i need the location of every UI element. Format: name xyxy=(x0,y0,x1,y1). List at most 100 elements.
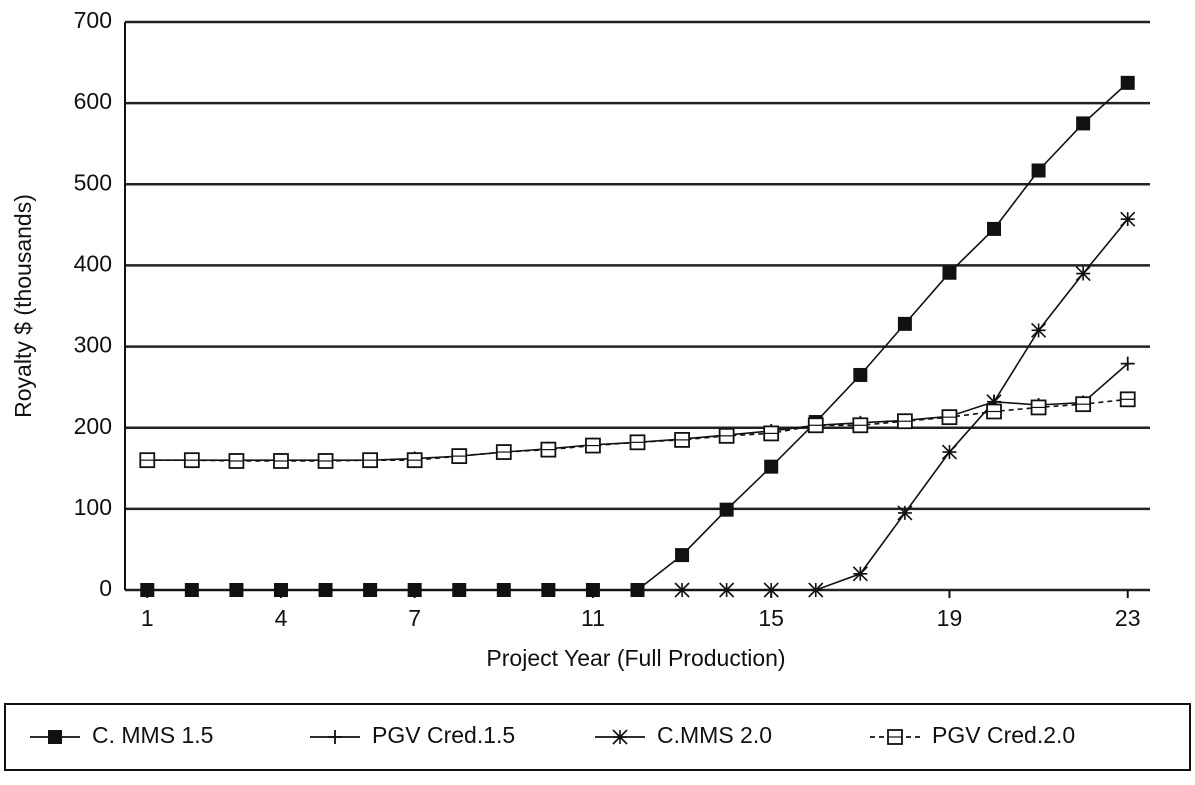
legend-box xyxy=(4,703,1191,771)
marker xyxy=(540,441,557,458)
y-tick-label: 400 xyxy=(74,251,112,277)
marker xyxy=(763,425,780,442)
marker xyxy=(612,729,628,745)
x-tick-label: 19 xyxy=(937,605,963,631)
marker xyxy=(887,729,903,745)
x-tick-label: 15 xyxy=(758,605,784,631)
marker-shape xyxy=(1120,211,1136,227)
marker-shape xyxy=(853,367,868,382)
marker xyxy=(719,502,734,517)
marker xyxy=(941,409,958,426)
series-line xyxy=(147,398,1128,462)
x-tick-label: 1 xyxy=(141,605,154,631)
marker xyxy=(674,431,690,448)
marker xyxy=(764,459,779,474)
y-axis-label: Royalty $ (thousands) xyxy=(10,194,36,418)
marker xyxy=(941,444,958,460)
marker xyxy=(674,582,690,598)
marker-shape xyxy=(986,394,1002,410)
marker xyxy=(139,452,156,469)
marker-shape xyxy=(719,582,735,598)
marker xyxy=(897,316,912,331)
marker-shape xyxy=(1031,163,1046,178)
marker xyxy=(452,583,467,597)
marker xyxy=(362,452,379,469)
marker xyxy=(718,427,735,444)
marker xyxy=(228,453,245,469)
marker-shape xyxy=(719,502,734,517)
marker-shape xyxy=(140,583,155,597)
marker-shape xyxy=(987,221,1002,236)
marker xyxy=(1120,356,1135,371)
marker xyxy=(986,394,1002,410)
marker xyxy=(1031,322,1047,338)
marker xyxy=(807,417,824,434)
marker-shape xyxy=(897,505,913,521)
marker xyxy=(1075,265,1091,282)
legend-label: C.MMS 2.0 xyxy=(657,722,772,748)
marker-shape xyxy=(941,444,958,460)
marker xyxy=(1075,396,1092,413)
y-tick-label: 600 xyxy=(74,88,112,114)
marker xyxy=(808,582,824,598)
y-tick-label: 200 xyxy=(74,413,112,439)
y-tick-label: 0 xyxy=(99,575,112,601)
marker xyxy=(1076,116,1091,131)
marker xyxy=(853,367,868,382)
marker xyxy=(407,583,422,597)
marker-shape xyxy=(328,730,342,744)
marker xyxy=(629,434,646,451)
y-tick-label: 500 xyxy=(74,169,112,195)
marker-shape xyxy=(273,583,288,597)
marker-shape xyxy=(942,265,957,280)
marker xyxy=(1120,211,1136,227)
marker xyxy=(719,582,735,598)
marker-shape xyxy=(1120,356,1135,371)
x-tick-label: 4 xyxy=(275,605,288,631)
marker-shape xyxy=(363,583,378,597)
legend-label: PGV Cred.1.5 xyxy=(372,722,515,748)
x-tick-label: 7 xyxy=(408,605,421,631)
marker xyxy=(1120,75,1135,90)
legend-label: PGV Cred.2.0 xyxy=(932,722,1075,748)
marker xyxy=(585,437,601,454)
marker xyxy=(273,453,289,469)
marker xyxy=(1119,391,1136,408)
marker xyxy=(897,505,913,521)
marker xyxy=(140,583,155,597)
marker xyxy=(986,403,1002,420)
marker-shape xyxy=(630,583,645,597)
x-axis-label: Project Year (Full Production) xyxy=(486,645,785,671)
marker xyxy=(630,583,645,597)
marker xyxy=(318,583,333,597)
marker-shape xyxy=(612,729,628,745)
marker xyxy=(1031,163,1046,178)
marker-shape xyxy=(496,583,511,597)
marker xyxy=(585,583,600,597)
marker xyxy=(48,730,62,744)
marker xyxy=(229,583,244,597)
marker-shape xyxy=(585,583,600,597)
marker xyxy=(763,582,779,598)
series-line xyxy=(147,82,1129,591)
marker xyxy=(942,265,957,280)
marker xyxy=(1030,399,1047,416)
marker-shape xyxy=(184,583,199,597)
marker-shape xyxy=(852,566,868,582)
marker-shape xyxy=(1076,116,1091,131)
marker-shape xyxy=(48,730,62,744)
marker xyxy=(675,548,690,563)
marker-shape xyxy=(763,582,779,598)
marker xyxy=(363,583,378,597)
marker-shape xyxy=(675,548,690,563)
y-tick-label: 300 xyxy=(74,332,112,358)
marker xyxy=(496,583,511,597)
marker-shape xyxy=(452,583,467,597)
marker xyxy=(896,413,913,430)
marker xyxy=(852,566,868,582)
marker xyxy=(273,583,288,597)
marker xyxy=(451,448,468,465)
marker xyxy=(987,221,1002,236)
marker xyxy=(406,452,423,469)
